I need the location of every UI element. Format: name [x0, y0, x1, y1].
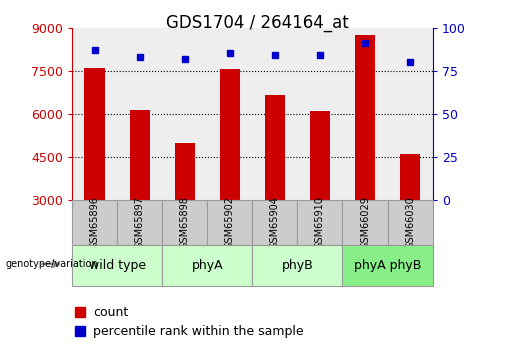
- Text: GSM65902: GSM65902: [225, 196, 235, 249]
- Bar: [355, 35, 375, 200]
- Bar: [175, 142, 195, 200]
- Bar: [310, 111, 330, 200]
- FancyBboxPatch shape: [162, 200, 207, 245]
- Text: phyA: phyA: [192, 259, 223, 272]
- Text: GSM65896: GSM65896: [90, 196, 99, 249]
- Text: percentile rank within the sample: percentile rank within the sample: [93, 325, 303, 338]
- FancyBboxPatch shape: [387, 200, 433, 245]
- Bar: [130, 110, 150, 200]
- FancyBboxPatch shape: [297, 200, 342, 245]
- Text: count: count: [93, 306, 128, 319]
- FancyBboxPatch shape: [252, 200, 297, 245]
- FancyBboxPatch shape: [162, 245, 252, 286]
- Text: phyA phyB: phyA phyB: [354, 259, 421, 272]
- FancyBboxPatch shape: [207, 200, 252, 245]
- FancyBboxPatch shape: [342, 245, 433, 286]
- Text: GSM66029: GSM66029: [360, 196, 370, 249]
- Text: GSM65898: GSM65898: [180, 196, 190, 249]
- Bar: [400, 154, 420, 200]
- FancyBboxPatch shape: [342, 200, 387, 245]
- Text: genotype/variation: genotype/variation: [5, 259, 98, 269]
- Text: wild type: wild type: [89, 259, 146, 272]
- FancyBboxPatch shape: [72, 200, 117, 245]
- Text: GSM65897: GSM65897: [135, 196, 145, 249]
- Text: phyB: phyB: [282, 259, 313, 272]
- Bar: [84, 68, 105, 200]
- Text: GSM65910: GSM65910: [315, 196, 325, 249]
- Text: GSM66030: GSM66030: [405, 196, 415, 249]
- FancyBboxPatch shape: [252, 245, 342, 286]
- FancyBboxPatch shape: [117, 200, 162, 245]
- Text: GDS1704 / 264164_at: GDS1704 / 264164_at: [166, 14, 349, 32]
- FancyBboxPatch shape: [72, 245, 162, 286]
- Bar: [220, 69, 240, 200]
- Text: GSM65904: GSM65904: [270, 196, 280, 249]
- Bar: [265, 95, 285, 200]
